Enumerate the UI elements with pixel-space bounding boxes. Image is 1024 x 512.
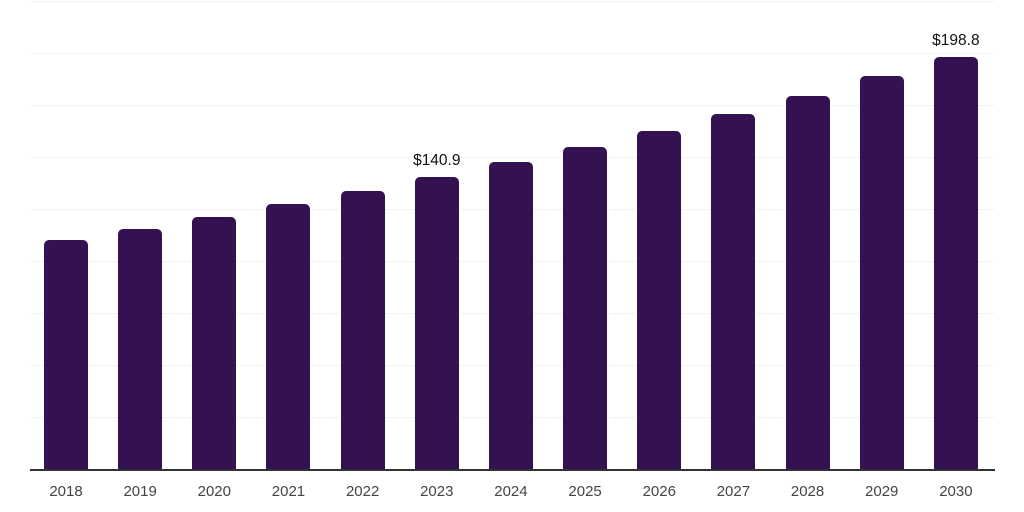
gridline <box>30 157 995 159</box>
x-tick-label-2026: 2026 <box>642 483 676 500</box>
x-tick-label-2020: 2020 <box>197 483 231 500</box>
x-tick-label-2030: 2030 <box>939 483 973 500</box>
x-axis-line <box>30 469 995 471</box>
plot-area: $140.9 $198.8 <box>30 1 995 470</box>
x-tick-label-2022: 2022 <box>345 483 380 500</box>
bar-2025[interactable] <box>563 146 608 470</box>
x-tick-label-2019: 2019 <box>123 483 157 500</box>
x-tick-label-2024: 2024 <box>494 483 528 500</box>
bar-2027[interactable] <box>711 113 756 470</box>
gridline <box>30 1 995 2</box>
bar-2030[interactable]: $198.8 <box>932 32 980 470</box>
bars-container: $140.9 $198.8 <box>30 2 995 470</box>
bar-2020[interactable] <box>192 216 237 470</box>
bar-2023[interactable]: $140.9 <box>413 152 460 470</box>
x-tick-label-2027: 2027 <box>716 483 751 500</box>
x-tick-label-2023: 2023 <box>420 483 454 500</box>
bar-2024[interactable] <box>488 162 533 470</box>
x-tick-label-2021: 2021 <box>271 483 306 500</box>
x-tick-label-2018: 2018 <box>49 483 83 500</box>
value-label-2030: $198.8 <box>932 31 980 49</box>
x-tick-label-2028: 2028 <box>790 483 825 500</box>
x-tick-label-2025: 2025 <box>568 483 602 500</box>
value-label-2023: $140.9 <box>413 151 461 169</box>
bar-2026[interactable] <box>637 130 682 470</box>
x-axis-labels: 2018 2019 2020 2021 2022 2023 2024 2025 2026 2027… <box>30 483 995 500</box>
x-tick-label-2029: 2029 <box>865 483 899 500</box>
bar-2021[interactable] <box>266 204 311 470</box>
gridline <box>30 105 995 106</box>
bar-2028[interactable] <box>785 95 830 470</box>
bar-2022[interactable] <box>340 190 385 470</box>
bar-2018[interactable] <box>44 240 88 470</box>
bar-2019[interactable] <box>118 228 163 470</box>
gridline <box>30 53 995 54</box>
bar-2029[interactable] <box>859 76 904 470</box>
